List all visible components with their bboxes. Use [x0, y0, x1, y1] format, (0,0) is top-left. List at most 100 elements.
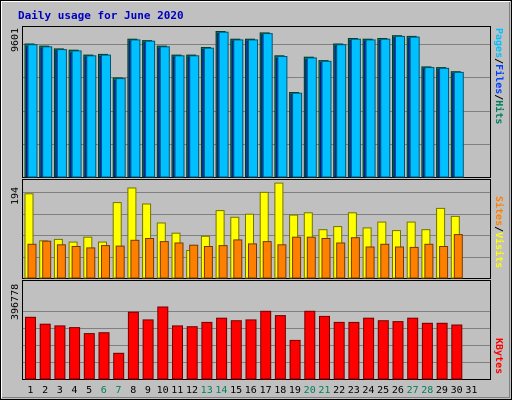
x-axis-day-label: 4 [71, 385, 77, 396]
kbytes-kbytes-bar [216, 317, 228, 380]
hits_files_pages-pages-bar [365, 39, 376, 178]
kbytes-kbytes-bar [377, 320, 389, 380]
kbytes-kbytes-bar [54, 325, 66, 380]
visits_sites-sites-bar [439, 246, 449, 279]
x-axis-day-label: 13 [201, 385, 213, 396]
visits_sites-legend-item: Sites [493, 196, 505, 226]
visits_sites-sites-bar [145, 238, 155, 279]
kbytes-kbytes-bar [333, 321, 345, 380]
hits_files_pages-pages-bar [159, 46, 170, 178]
x-axis-day-label: 23 [348, 385, 360, 396]
kbytes-kbytes-bar [83, 333, 95, 380]
x-axis-day-label: 26 [392, 385, 404, 396]
hits_files_pages-legend-item: Pages [493, 28, 504, 58]
kbytes-kbytes-bar [260, 310, 272, 380]
kbytes-kbytes-bar [407, 317, 419, 380]
hits_files_pages-pages-bar [130, 39, 141, 178]
kbytes-kbytes-bar [421, 322, 433, 380]
x-axis-day-labels: 1 2 3 4 5 6 7 8 9 10 11 12 13 14 15 16 17 18 19 20 21 22 23 24 2… [27, 385, 477, 396]
visits_sites-sites-bar [130, 239, 140, 279]
x-axis-day-label: 25 [377, 385, 389, 396]
hits_files_pages-pages-bar [409, 36, 420, 178]
hits_files_pages-pages-bar [336, 44, 347, 178]
x-axis-day-label: 20 [304, 385, 316, 396]
kbytes-kbytes-bar [319, 315, 330, 380]
visits_sites-sites-bar [409, 246, 419, 279]
hits_files_pages-pages-bar [439, 67, 450, 178]
visits_sites-sites-bar [101, 245, 110, 279]
x-axis-day-label: 5 [86, 385, 92, 396]
kbytes-kbytes-bar [230, 320, 242, 380]
kbytes-legend-item: KBytes [493, 338, 504, 374]
x-axis-day-label: 29 [436, 385, 448, 396]
visits_sites-sites-bar [233, 239, 243, 279]
x-axis-day-label: 11 [171, 385, 183, 396]
x-axis-day-label: 17 [260, 385, 272, 396]
visits_sites-sites-bar [453, 234, 463, 279]
kbytes-kbytes-bar [25, 316, 36, 380]
panel-hits-files-pages: 9601 Pages/Files/Hits [10, 26, 505, 178]
panel-hits-files-pages-max-label: 9601 [10, 28, 21, 52]
x-axis-day-label: 3 [57, 385, 63, 396]
hits_files_pages-pages-bar [277, 56, 288, 178]
visits_sites-sites-bar [174, 242, 184, 279]
panel-hits-files-pages-legend: Pages/Files/Hits [493, 28, 505, 124]
hits_files_pages-pages-bar [262, 33, 273, 178]
hits_files_pages-pages-bar [453, 71, 464, 178]
x-axis-day-label: 28 [421, 385, 433, 396]
x-axis-day-label: 7 [115, 385, 121, 396]
visits_sites-sites-bar [395, 246, 404, 279]
hits_files_pages-pages-bar [380, 38, 391, 178]
kbytes-kbytes-bar [304, 310, 316, 380]
visits_sites-sites-bar [71, 246, 81, 279]
kbytes-kbytes-bar [172, 325, 183, 380]
visits_sites-sites-bar [218, 245, 228, 279]
x-axis-day-label: 19 [289, 385, 301, 396]
panel-visits-sites-legend: Sites/Visits [493, 196, 505, 268]
visits_sites-sites-bar [365, 246, 375, 279]
x-axis-day-label: 27 [407, 385, 419, 396]
hits_files_pages-legend-item: Files [493, 64, 505, 94]
hits_files_pages-pages-bar [218, 31, 229, 178]
hits_files_pages-pages-bar [115, 78, 126, 178]
visits_sites-sites-bar [86, 247, 96, 279]
visits_sites-sites-bar [56, 244, 66, 279]
hits_files_pages-pages-bar [248, 39, 258, 178]
visits_sites-sites-bar [306, 236, 316, 279]
hits_files_pages-pages-bar [203, 47, 214, 178]
panel-visits-sites: 194 Sites/Visits [10, 179, 505, 279]
x-axis-day-label: 21 [318, 385, 330, 396]
visits_sites-sites-bar [380, 243, 390, 279]
x-axis-day-label: 1 [27, 385, 33, 396]
visits_sites-sites-bar [42, 240, 52, 279]
x-axis-day-label: 10 [157, 385, 169, 396]
kbytes-kbytes-bar [289, 339, 301, 380]
kbytes-kbytes-bar [98, 332, 110, 380]
hits_files_pages-pages-bar [306, 57, 317, 178]
panel-kbytes-max-label: 396778 [10, 284, 21, 320]
visits_sites-sites-bar [424, 243, 434, 279]
kbytes-kbytes-bar [127, 311, 139, 380]
x-axis-day-label: 16 [245, 385, 257, 396]
x-axis-day-label: 2 [42, 385, 48, 396]
hits_files_pages-pages-bar [86, 55, 97, 178]
kbytes-kbytes-bar [157, 306, 169, 380]
visits_sites-legend-item: Visits [493, 232, 505, 268]
x-axis-day-label: 24 [362, 385, 374, 396]
visits_sites-sites-bar [292, 236, 302, 279]
kbytes-kbytes-bar [392, 321, 404, 380]
visits_sites-sites-bar [115, 245, 125, 279]
kbytes-kbytes-bar [142, 319, 154, 380]
x-axis-day-label: 9 [145, 385, 151, 396]
hits_files_pages-pages-bar [189, 55, 200, 178]
kbytes-kbytes-bar [186, 326, 198, 380]
visits_sites-legend-item: / [493, 226, 504, 232]
kbytes-kbytes-bar [201, 321, 213, 380]
kbytes-kbytes-bar [69, 327, 81, 380]
hits_files_pages-pages-bar [145, 40, 156, 178]
visits_sites-sites-bar [189, 244, 199, 279]
panel-kbytes: 396778 KBytes [10, 280, 504, 380]
hits_files_pages-pages-bar [42, 46, 53, 178]
visits_sites-sites-bar [321, 238, 331, 279]
